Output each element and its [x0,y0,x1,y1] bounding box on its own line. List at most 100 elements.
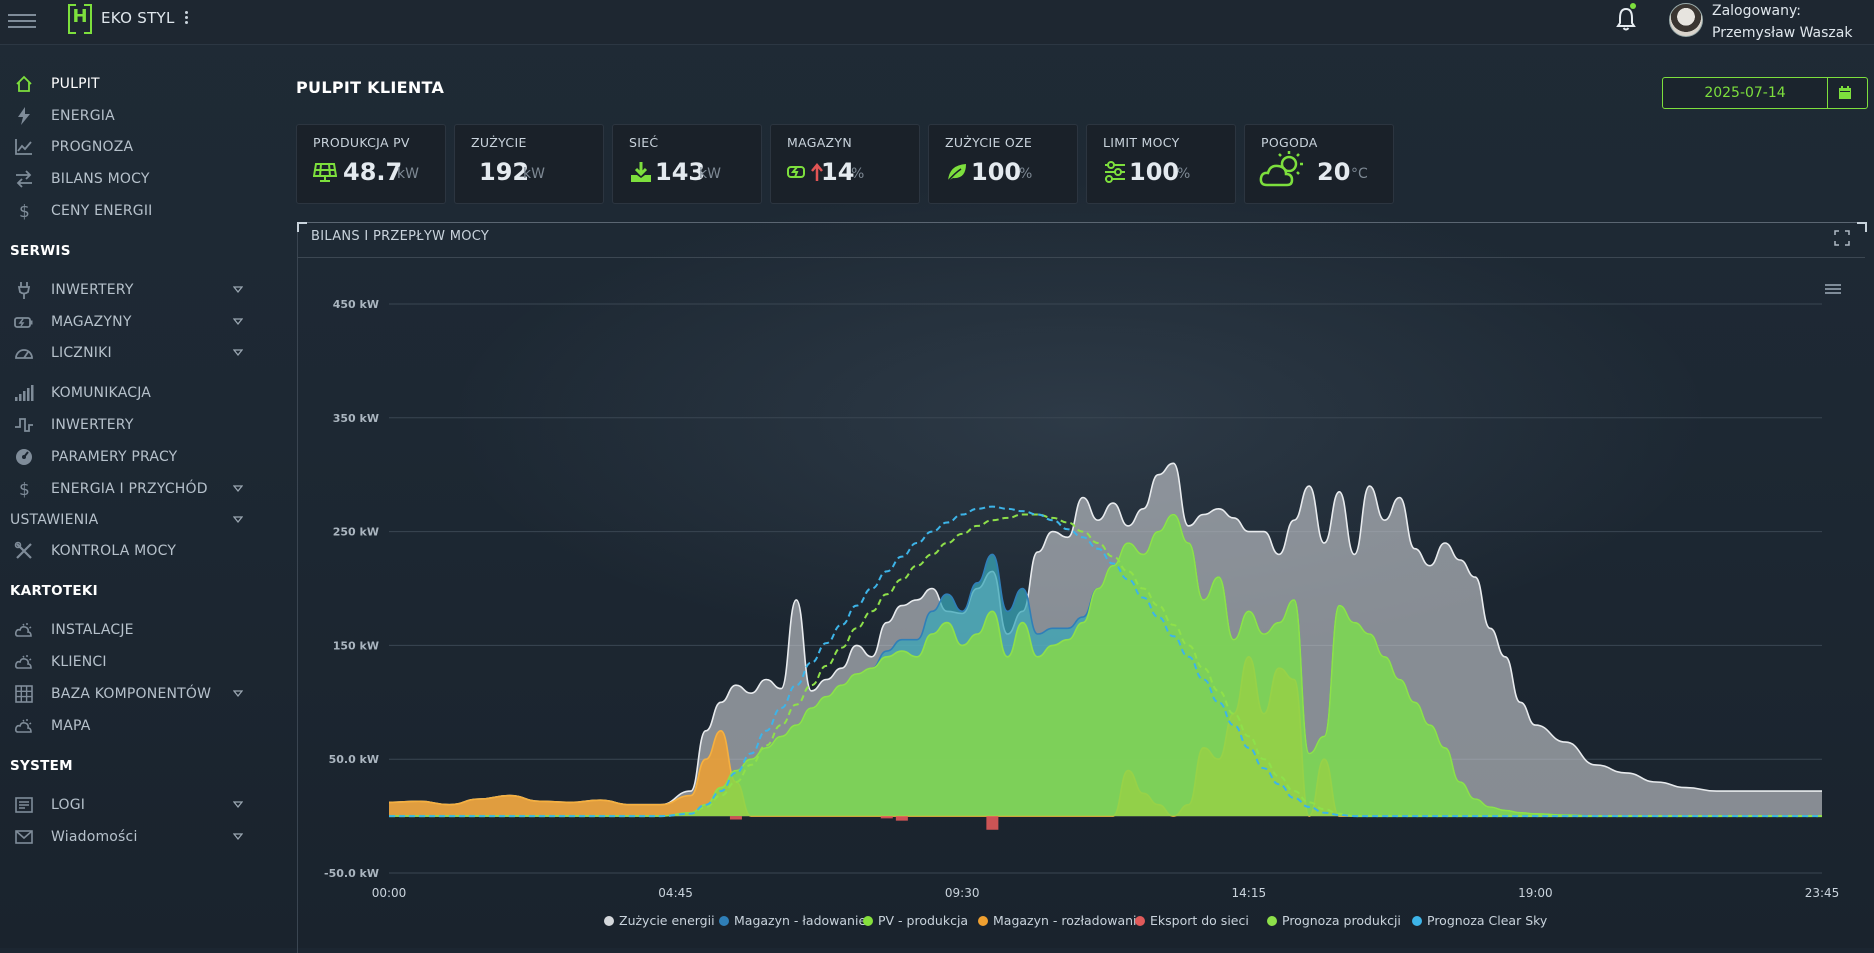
section-ustawienia[interactable]: USTAWIENIA [0,508,260,534]
svg-text:$: $ [19,480,30,499]
sidebar-item-label: INWERTERY [51,417,134,433]
clear-sky-line [388,505,1822,818]
trend-icon [15,139,32,155]
expand-icon[interactable] [1834,230,1850,246]
x-tick-label: 04:45 [658,886,693,900]
sidebar-item-bilans-mocy[interactable]: BILANS MOCY [0,167,260,193]
plug-icon [17,282,31,299]
sidebar-item-mapa[interactable]: MAPA [0,714,260,740]
legend-label: PV - produkcja [878,913,969,928]
battery-icon [14,317,33,328]
y-tick-label: -50.0 kW [324,867,379,880]
legend-item[interactable]: Zużycie energii [604,913,715,928]
card-zuzycie: ZUŻYCIE 192 kW [454,124,604,204]
sidebar-item-paramery-pracy[interactable]: PARAMERY PRACY [0,445,260,471]
sidebar-item-label: KOMUNIKACJA [51,385,152,401]
chevron-down-icon[interactable] [233,689,243,699]
chevron-down-icon[interactable] [233,348,243,358]
sidebar-item-label: ENERGIA I PRZYCHÓD [51,481,208,497]
sidebar-item-baza-komponentow[interactable]: BAZA KOMPONENTÓW [0,682,260,708]
signal-icon [15,385,34,401]
sidebar-item-label: LICZNIKI [51,345,112,361]
card-pogoda: POGODA 20 °C [1244,124,1394,204]
sidebar-item-label: INSTALACJE [51,622,134,638]
legend-dot [719,916,729,926]
card-zuzycie-oze: ZUŻYCIE OZE 100 % [928,124,1078,204]
y-tick-label: 450 kW [333,298,379,311]
card-title: SIEĆ [629,135,659,150]
user-name: Przemysław Waszak [1712,25,1853,41]
export-bar [895,816,908,821]
sidebar-item-prognoza[interactable]: PROGNOZA [0,135,260,161]
chevron-down-icon[interactable] [233,515,243,525]
sidebar-item-klienci[interactable]: KLIENCI [0,650,260,676]
card-unit: kW [699,166,721,182]
sidebar-item-label: MAGAZYNY [51,314,132,330]
bell-icon[interactable] [1614,6,1638,32]
chevron-down-icon[interactable] [233,317,243,327]
menu-icon[interactable] [8,10,36,30]
export-bar [729,816,742,820]
sidebar-item-pulpit[interactable]: PULPIT [0,72,260,98]
legend-item[interactable]: PV - produkcja [863,913,968,928]
legend-item[interactable]: Magazyn - ładowanie [719,913,866,928]
user-info[interactable]: Zalogowany: Przemysław Waszak [1712,0,1852,44]
legend-dot [1412,916,1422,926]
sidebar-item-inwertery[interactable]: INWERTERY [0,278,260,304]
avatar[interactable] [1669,3,1703,37]
card-magazyn: MAGAZYN 14 % [770,124,920,204]
legend-item[interactable]: Eksport do sieci [1135,913,1249,928]
sidebar-item-liczniki[interactable]: LICZNIKI [0,341,260,367]
solar-panel-icon [313,163,337,182]
card-produkcja-pv: PRODUKCJA PV 48.7 kW [296,124,446,204]
home-icon [16,75,32,92]
export-bar [986,816,999,830]
legend-item[interactable]: Prognoza produkcji [1267,913,1401,928]
section-system: SYSTEM [10,758,73,774]
svg-text:$: $ [19,202,30,221]
grid-icon [15,685,33,703]
weather-icon [14,719,32,733]
chevron-down-icon[interactable] [233,800,243,810]
panel-divider [297,257,1865,258]
legend-dot [1135,916,1145,926]
logo[interactable]: H [68,4,92,34]
legend-item[interactable]: Prognoza Clear Sky [1412,913,1547,928]
mail-icon [15,830,33,844]
sidebar-item-magazyny[interactable]: MAGAZYNY [0,310,260,336]
card-title: POGODA [1261,135,1318,150]
sidebar-item-energia[interactable]: ENERGIA [0,104,260,130]
card-value: 143 [655,158,706,186]
pv-production-line [388,513,1822,817]
weather-icon [14,623,32,637]
chart-menu-icon[interactable] [1825,282,1841,294]
sidebar-item-komunikacja[interactable]: KOMUNIKACJA [0,381,260,407]
card-value: 192 [479,158,530,186]
card-value: 100 [1129,158,1180,186]
card-unit: kW [397,166,419,182]
wave-icon [15,418,33,432]
legend-dot [863,916,873,926]
calendar-icon[interactable] [1837,85,1853,101]
page-title: PULPIT KLIENTA [296,78,445,97]
card-value: 14 [821,158,855,186]
sidebar-item-label: KONTROLA MOCY [51,543,177,559]
bolt-icon [18,107,30,125]
battery-charge-icon [787,163,823,181]
sidebar-item-logi[interactable]: LOGI [0,793,260,819]
chevron-down-icon[interactable] [233,285,243,295]
chevron-down-icon[interactable] [233,832,243,842]
sidebar-item-instalacje[interactable]: INSTALACJE [0,618,260,644]
sidebar-item-energia-i-przychod[interactable]: $ ENERGIA I PRZYCHÓD [0,477,260,503]
sidebar-item-ceny-energii[interactable]: $ CENY ENERGII [0,199,260,225]
sidebar-item-kontrola-mocy[interactable]: KONTROLA MOCY [0,539,260,565]
kebab-icon[interactable] [183,9,189,27]
chevron-down-icon[interactable] [233,484,243,494]
top-bar: H EKO STYL Zalogowany: Przemysław Waszak [0,0,1874,45]
sidebar-item-wiadomosci[interactable]: Wiadomości [0,825,260,851]
sidebar-item-inwertery-2[interactable]: INWERTERY [0,413,260,439]
date-value[interactable]: 2025-07-14 [1663,78,1828,108]
legend-item[interactable]: Magazyn - rozładowanie [978,913,1144,928]
date-picker[interactable]: 2025-07-14 [1662,77,1868,109]
